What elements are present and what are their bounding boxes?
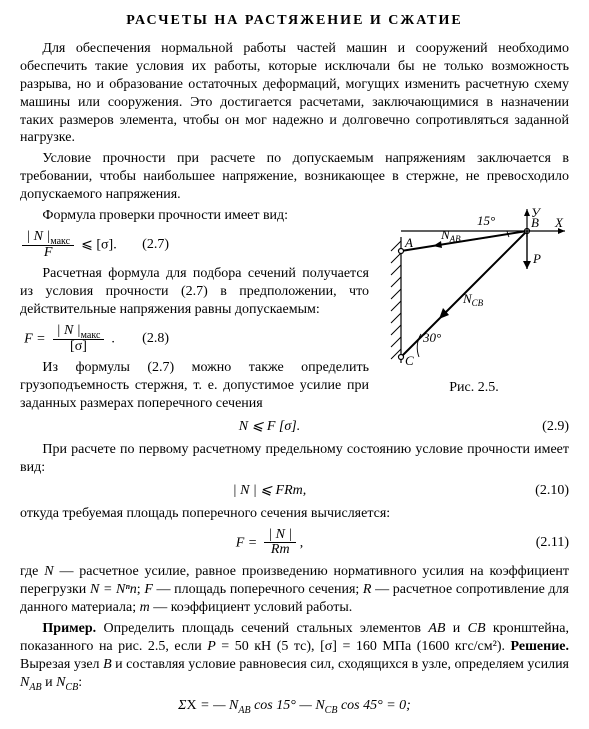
figure-svg: 15° 30° A B C X У P NAB NCB [379,207,569,375]
svg-text:NAB: NAB [440,227,461,244]
svg-text:NCB: NCB [462,291,484,308]
para-3: Формула проверки прочности имеет вид: [20,207,369,225]
eq-sum-x: ΣX = — NAB cos 15° — NCB cos 45° = 0; [20,697,569,715]
para-4: Расчетная формула для подбора сечений по… [20,265,369,319]
para-5: Из формулы (2.7) можно также определить … [20,359,369,413]
eq-2-9: N ⩽ F [σ]. (2.9) [20,418,569,436]
figure-wrap: 15° 30° A B C X У P NAB NCB Рис. 2.5. Фо… [20,207,569,413]
figure-caption: Рис. 2.5. [449,380,499,395]
svg-text:X: X [554,215,564,230]
para-1: Для обеспечения нормальной работы частей… [20,40,569,147]
eq-2-7: | N |макс F ⩽ [σ]. (2.7) [20,230,169,260]
svg-text:P: P [532,251,541,266]
para-9: Пример. Определить площадь сечений сталь… [20,620,569,692]
wrap-col: Формула проверки прочности имеет вид: | … [20,207,369,413]
svg-text:У: У [531,207,542,220]
eq-2-8: F = | N |макс [σ] . (2.8) [20,324,169,354]
figure-2-5: 15° 30° A B C X У P NAB NCB Рис. 2.5. [379,207,569,397]
para-8: где N — расчетное усилие, равное произве… [20,563,569,617]
para-6: При расчете по первому расчетному предел… [20,441,569,477]
eq-2-11: F = | N | Rm , (2.11) [20,528,569,558]
svg-text:15°: 15° [477,213,495,228]
eq-2-10: | N | ⩽ FRm, (2.10) [20,482,569,500]
svg-text:30°: 30° [422,330,441,345]
page-title: РАСЧЕТЫ НА РАСТЯЖЕНИЕ И СЖАТИЕ [20,12,569,30]
svg-text:A: A [404,235,413,250]
para-2: Условие прочности при расчете по допуска… [20,150,569,204]
svg-text:C: C [405,353,414,368]
para-7: откуда требуемая площадь поперечного сеч… [20,505,569,523]
